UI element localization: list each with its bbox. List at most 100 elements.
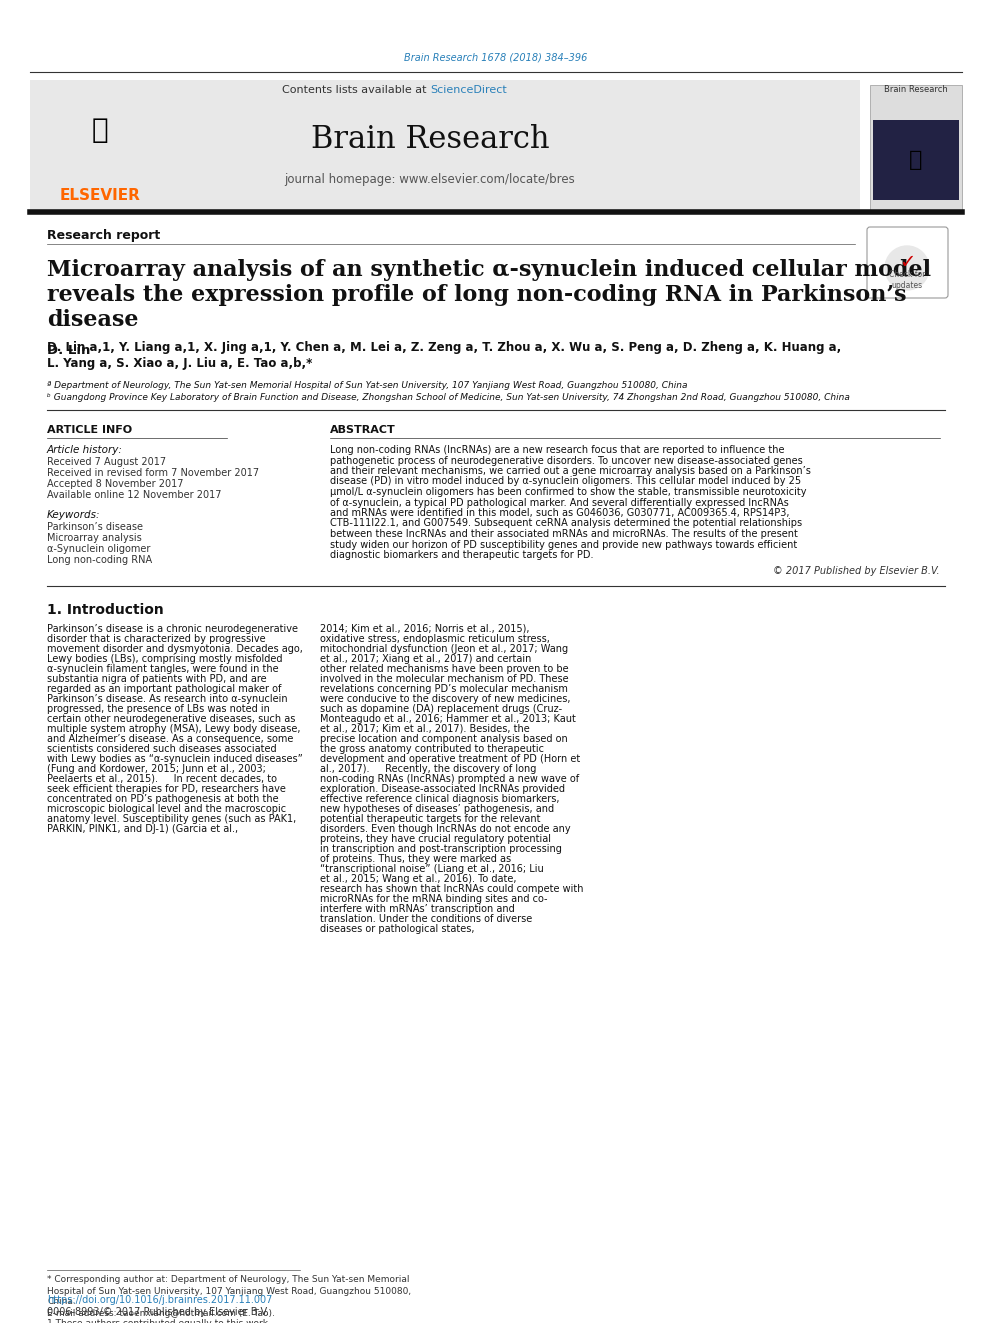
Text: proteins, they have crucial regulatory potential: proteins, they have crucial regulatory p…: [320, 833, 551, 844]
Text: disease: disease: [47, 310, 139, 331]
Text: https://doi.org/10.1016/j.brainres.2017.11.007: https://doi.org/10.1016/j.brainres.2017.…: [47, 1295, 273, 1304]
Text: development and operative treatment of PD (Horn et: development and operative treatment of P…: [320, 754, 580, 763]
Text: ✓: ✓: [899, 253, 916, 271]
Text: between these lncRNAs and their associated mRNAs and microRNAs. The results of t: between these lncRNAs and their associat…: [330, 529, 798, 538]
Text: oxidative stress, endoplasmic reticulum stress,: oxidative stress, endoplasmic reticulum …: [320, 634, 550, 643]
Text: and mRNAs were identified in this model, such as G046036, G030771, AC009365.4, R: and mRNAs were identified in this model,…: [330, 508, 790, 519]
Text: progressed, the presence of LBs was noted in: progressed, the presence of LBs was note…: [47, 704, 270, 713]
Text: diagnostic biomarkers and therapeutic targets for PD.: diagnostic biomarkers and therapeutic ta…: [330, 550, 593, 560]
Text: E-mail address: taoenxiang@hotmail.com (E. Tao).: E-mail address: taoenxiang@hotmail.com (…: [47, 1308, 275, 1318]
Text: Keywords:: Keywords:: [47, 509, 100, 520]
Text: microscopic biological level and the macroscopic: microscopic biological level and the mac…: [47, 803, 286, 814]
Text: anatomy level. Susceptibility genes (such as PAK1,: anatomy level. Susceptibility genes (suc…: [47, 814, 297, 823]
Bar: [30, 79, 170, 205]
Text: regarded as an important pathological maker of: regarded as an important pathological ma…: [47, 684, 282, 693]
Text: Brain Research 1678 (2018) 384–396: Brain Research 1678 (2018) 384–396: [405, 53, 587, 64]
Text: Hospital of Sun Yat-sen University, 107 Yanjiang West Road, Guangzhou 510080,: Hospital of Sun Yat-sen University, 107 …: [47, 1286, 411, 1295]
Text: Microarray analysis of an synthetic α-synuclein induced cellular model: Microarray analysis of an synthetic α-sy…: [47, 259, 931, 280]
Text: Long non-coding RNA: Long non-coding RNA: [47, 556, 152, 565]
FancyBboxPatch shape: [870, 85, 962, 210]
Text: and Alzheimer’s disease. As a consequence, some: and Alzheimer’s disease. As a consequenc…: [47, 733, 294, 744]
Text: Monteagudo et al., 2016; Hammer et al., 2013; Kaut: Monteagudo et al., 2016; Hammer et al., …: [320, 713, 576, 724]
Text: 🌳: 🌳: [91, 116, 108, 144]
Text: such as dopamine (DA) replacement drugs (Cruz-: such as dopamine (DA) replacement drugs …: [320, 704, 562, 713]
Text: Research report: Research report: [47, 229, 161, 242]
Text: effective reference clinical diagnosis biomarkers,: effective reference clinical diagnosis b…: [320, 794, 559, 803]
FancyBboxPatch shape: [867, 228, 948, 298]
Text: Accepted 8 November 2017: Accepted 8 November 2017: [47, 479, 184, 490]
Text: scientists considered such diseases associated: scientists considered such diseases asso…: [47, 744, 277, 754]
Text: journal homepage: www.elsevier.com/locate/bres: journal homepage: www.elsevier.com/locat…: [285, 173, 575, 187]
Text: ª Department of Neurology, The Sun Yat-sen Memorial Hospital of Sun Yat-sen Univ: ª Department of Neurology, The Sun Yat-s…: [47, 381, 687, 389]
Text: exploration. Disease-associated lncRNAs provided: exploration. Disease-associated lncRNAs …: [320, 783, 565, 794]
Text: Parkinson’s disease: Parkinson’s disease: [47, 523, 143, 532]
Text: © 2017 Published by Elsevier B.V.: © 2017 Published by Elsevier B.V.: [774, 565, 940, 576]
Text: in transcription and post-transcription processing: in transcription and post-transcription …: [320, 844, 561, 853]
Bar: [873, 120, 959, 200]
Text: 🧠: 🧠: [910, 149, 923, 169]
Text: D. Lin: D. Lin: [47, 344, 90, 356]
Text: L. Yang a, S. Xiao a, J. Liu a, E. Tao a,b,*: L. Yang a, S. Xiao a, J. Liu a, E. Tao a…: [47, 357, 312, 370]
Text: Microarray analysis: Microarray analysis: [47, 533, 142, 542]
Text: with Lewy bodies as “α-synuclein induced diseases”: with Lewy bodies as “α-synuclein induced…: [47, 754, 303, 763]
Text: reveals the expression profile of long non-coding RNA in Parkinson’s: reveals the expression profile of long n…: [47, 284, 907, 306]
Text: substantia nigra of patients with PD, and are: substantia nigra of patients with PD, an…: [47, 673, 267, 684]
Text: other related mechanisms have been proven to be: other related mechanisms have been prove…: [320, 664, 568, 673]
Text: mitochondrial dysfunction (Jeon et al., 2017; Wang: mitochondrial dysfunction (Jeon et al., …: [320, 643, 568, 654]
Text: * Corresponding author at: Department of Neurology, The Sun Yat-sen Memorial: * Corresponding author at: Department of…: [47, 1275, 410, 1285]
Text: Brain Research: Brain Research: [884, 86, 948, 94]
Text: ABSTRACT: ABSTRACT: [330, 425, 396, 435]
Text: seek efficient therapies for PD, researchers have: seek efficient therapies for PD, researc…: [47, 783, 286, 794]
Text: Long non-coding RNAs (lncRNAs) are a new research focus that are reported to inf: Long non-coding RNAs (lncRNAs) are a new…: [330, 445, 785, 455]
Text: α-synuclein filament tangles, were found in the: α-synuclein filament tangles, were found…: [47, 664, 279, 673]
Text: ᵇ Guangdong Province Key Laboratory of Brain Function and Disease, Zhongshan Sch: ᵇ Guangdong Province Key Laboratory of B…: [47, 393, 850, 402]
Text: μmol/L α-synuclein oligomers has been confirmed to show the stable, transmissibl: μmol/L α-synuclein oligomers has been co…: [330, 487, 806, 497]
Text: CTB-111I22.1, and G007549. Subsequent ceRNA analysis determined the potential re: CTB-111I22.1, and G007549. Subsequent ce…: [330, 519, 803, 528]
Text: Parkinson’s disease. As research into α-synuclein: Parkinson’s disease. As research into α-…: [47, 693, 288, 704]
Text: study widen our horizon of PD susceptibility genes and provide new pathways towa: study widen our horizon of PD susceptibi…: [330, 540, 798, 549]
Text: Available online 12 November 2017: Available online 12 November 2017: [47, 490, 221, 500]
Text: and their relevant mechanisms, we carried out a gene microarray analysis based o: and their relevant mechanisms, we carrie…: [330, 466, 810, 476]
Text: movement disorder and dysmyotonia. Decades ago,: movement disorder and dysmyotonia. Decad…: [47, 643, 303, 654]
Text: new hypotheses of diseases’ pathogenesis, and: new hypotheses of diseases’ pathogenesis…: [320, 803, 555, 814]
Text: 0006-8993/© 2017 Published by Elsevier B.V.: 0006-8993/© 2017 Published by Elsevier B…: [47, 1307, 269, 1316]
Text: China.: China.: [47, 1298, 75, 1307]
Text: of α-synuclein, a typical PD pathological marker. And several differentially exp: of α-synuclein, a typical PD pathologica…: [330, 497, 789, 508]
Text: ScienceDirect: ScienceDirect: [430, 85, 507, 95]
Text: α-Synuclein oligomer: α-Synuclein oligomer: [47, 544, 151, 554]
Text: D. Lin a,1, Y. Liang a,1, X. Jing a,1, Y. Chen a, M. Lei a, Z. Zeng a, T. Zhou a: D. Lin a,1, Y. Liang a,1, X. Jing a,1, Y…: [47, 341, 841, 355]
Circle shape: [885, 246, 929, 290]
Text: Contents lists available at: Contents lists available at: [282, 85, 430, 95]
Text: Lewy bodies (LBs), comprising mostly misfolded: Lewy bodies (LBs), comprising mostly mis…: [47, 654, 283, 664]
Text: disorder that is characterized by progressive: disorder that is characterized by progre…: [47, 634, 266, 643]
Text: non-coding RNAs (lncRNAs) prompted a new wave of: non-coding RNAs (lncRNAs) prompted a new…: [320, 774, 579, 783]
Text: pathogenetic process of neurodegenerative disorders. To uncover new disease-asso: pathogenetic process of neurodegenerativ…: [330, 455, 803, 466]
Text: microRNAs for the mRNA binding sites and co-: microRNAs for the mRNA binding sites and…: [320, 893, 548, 904]
Text: ELSEVIER: ELSEVIER: [60, 188, 141, 202]
Text: revelations concerning PD’s molecular mechanism: revelations concerning PD’s molecular me…: [320, 684, 567, 693]
Text: 1. Introduction: 1. Introduction: [47, 603, 164, 618]
Text: certain other neurodegenerative diseases, such as: certain other neurodegenerative diseases…: [47, 713, 296, 724]
Text: diseases or pathological states,: diseases or pathological states,: [320, 923, 474, 934]
Text: “transcriptional noise” (Liang et al., 2016; Liu: “transcriptional noise” (Liang et al., 2…: [320, 864, 544, 873]
Text: 2014; Kim et al., 2016; Norris et al., 2015),: 2014; Kim et al., 2016; Norris et al., 2…: [320, 623, 530, 634]
Text: Received 7 August 2017: Received 7 August 2017: [47, 456, 166, 467]
Text: of proteins. Thus, they were marked as: of proteins. Thus, they were marked as: [320, 853, 511, 864]
Text: disease (PD) in vitro model induced by α-synuclein oligomers. This cellular mode: disease (PD) in vitro model induced by α…: [330, 476, 802, 487]
Text: interfere with mRNAs’ transcription and: interfere with mRNAs’ transcription and: [320, 904, 515, 913]
Text: were conducive to the discovery of new medicines,: were conducive to the discovery of new m…: [320, 693, 570, 704]
Text: Peelaerts et al., 2015).     In recent decades, to: Peelaerts et al., 2015). In recent decad…: [47, 774, 277, 783]
Text: 1 These authors contributed equally to this work.: 1 These authors contributed equally to t…: [47, 1319, 271, 1323]
Text: et al., 2017; Xiang et al., 2017) and certain: et al., 2017; Xiang et al., 2017) and ce…: [320, 654, 532, 664]
Text: Received in revised form 7 November 2017: Received in revised form 7 November 2017: [47, 468, 259, 478]
Text: multiple system atrophy (MSA), Lewy body disease,: multiple system atrophy (MSA), Lewy body…: [47, 724, 301, 733]
Text: et al., 2015; Wang et al., 2016). To date,: et al., 2015; Wang et al., 2016). To dat…: [320, 873, 517, 884]
Text: potential therapeutic targets for the relevant: potential therapeutic targets for the re…: [320, 814, 541, 823]
Bar: [30, 79, 860, 210]
Text: the gross anatomy contributed to therapeutic: the gross anatomy contributed to therape…: [320, 744, 544, 754]
Text: ARTICLE INFO: ARTICLE INFO: [47, 425, 132, 435]
Text: involved in the molecular mechanism of PD. These: involved in the molecular mechanism of P…: [320, 673, 568, 684]
Text: concentrated on PD’s pathogenesis at both the: concentrated on PD’s pathogenesis at bot…: [47, 794, 279, 803]
Text: et al., 2017; Kim et al., 2017). Besides, the: et al., 2017; Kim et al., 2017). Besides…: [320, 724, 530, 733]
Text: (Fung and Kordower, 2015; Junn et al., 2003;: (Fung and Kordower, 2015; Junn et al., 2…: [47, 763, 266, 774]
